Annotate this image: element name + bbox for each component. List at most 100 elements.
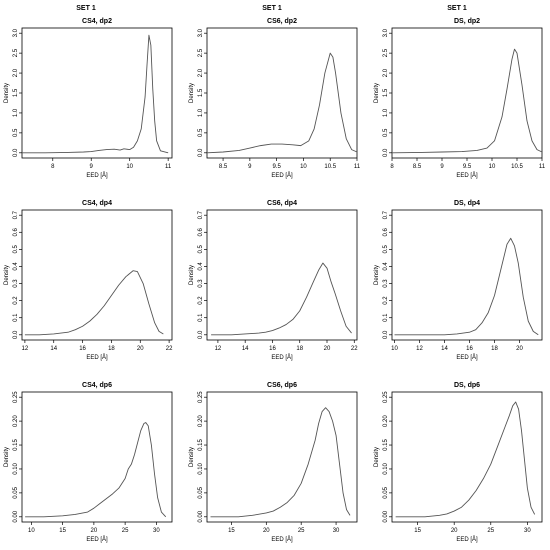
- x-axis-label: EED [Å]: [271, 354, 293, 361]
- x-tick-label: 10: [489, 164, 496, 170]
- x-tick-label: 30: [333, 528, 340, 534]
- y-tick-label: 0.00: [13, 510, 19, 522]
- panel-title: DS, dp2: [454, 18, 480, 25]
- y-axis-label: Density: [374, 83, 380, 103]
- y-tick-label: 3.0: [13, 28, 19, 37]
- y-tick-label: 0.15: [198, 439, 204, 451]
- y-tick-label: 1.0: [13, 108, 19, 117]
- density-curve: [206, 52, 358, 154]
- x-tick-label: 10: [300, 164, 307, 170]
- x-tick-label: 9: [90, 164, 94, 170]
- panel-title: CS4, dp2: [82, 18, 112, 25]
- x-tick-label: 20: [137, 346, 144, 352]
- x-tick-label: 12: [215, 346, 222, 352]
- plot-frame: [391, 27, 543, 159]
- y-tick-label: 1.0: [383, 108, 389, 117]
- x-tick-label: 11: [165, 164, 172, 170]
- x-tick-label: 25: [122, 528, 129, 534]
- x-tick-label: 16: [466, 346, 473, 352]
- x-tick-label: 30: [524, 528, 531, 534]
- x-tick-label: 20: [263, 528, 270, 534]
- y-axis-label: Density: [374, 265, 380, 285]
- y-tick-label: 0.5: [13, 128, 19, 137]
- x-tick-label: 20: [516, 346, 523, 352]
- x-tick-label: 18: [108, 346, 115, 352]
- y-tick-label: 0.20: [13, 415, 19, 427]
- y-tick-label: 2.5: [13, 48, 19, 57]
- plot-frame: [206, 27, 358, 159]
- y-tick-label: 0.0: [13, 330, 19, 339]
- y-tick-label: 0.6: [198, 227, 204, 236]
- x-tick-label: 9.5: [463, 164, 472, 170]
- x-tick-label: 9: [248, 164, 252, 170]
- x-tick-label: 18: [491, 346, 498, 352]
- set-label: SET 1: [262, 5, 282, 12]
- plot-frame: [206, 209, 358, 341]
- plot-frame: [21, 209, 173, 341]
- x-tick-label: 14: [441, 346, 448, 352]
- y-tick-label: 3.0: [198, 28, 204, 37]
- x-axis-label: EED [Å]: [271, 172, 293, 179]
- y-tick-label: 0.4: [383, 262, 389, 271]
- y-tick-label: 0.3: [383, 279, 389, 288]
- x-tick-label: 9: [440, 164, 444, 170]
- x-tick-label: 8.5: [413, 164, 422, 170]
- density-curve: [211, 262, 352, 336]
- y-axis-label: Density: [374, 447, 380, 467]
- y-tick-label: 0.10: [13, 462, 19, 474]
- x-tick-label: 20: [451, 528, 458, 534]
- x-tick-label: 16: [79, 346, 86, 352]
- y-tick-label: 0.0: [13, 148, 19, 157]
- y-tick-label: 0.5: [383, 128, 389, 137]
- panel-title: CS6, dp6: [267, 382, 297, 389]
- y-tick-label: 0.2: [383, 296, 389, 305]
- density-curve: [210, 407, 351, 518]
- x-tick-label: 11: [539, 164, 546, 170]
- x-tick-label: 15: [414, 528, 421, 534]
- y-tick-label: 0.7: [198, 210, 204, 219]
- density-curve: [22, 34, 169, 154]
- y-tick-label: 0.1: [383, 313, 389, 322]
- y-tick-label: 0.1: [13, 313, 19, 322]
- y-axis-label: Density: [189, 83, 195, 103]
- y-tick-label: 0.5: [198, 245, 204, 254]
- x-tick-label: 15: [59, 528, 66, 534]
- y-tick-label: 2.0: [13, 68, 19, 77]
- x-tick-label: 22: [166, 346, 173, 352]
- density-curve: [391, 48, 543, 154]
- y-axis-label: Density: [4, 447, 10, 467]
- y-tick-label: 0.7: [383, 210, 389, 219]
- density-curve: [25, 422, 167, 518]
- y-tick-label: 2.5: [198, 48, 204, 57]
- x-tick-label: 15: [228, 528, 235, 534]
- panel-title: CS6, dp2: [267, 18, 297, 25]
- y-tick-label: 0.0: [198, 330, 204, 339]
- x-tick-label: 12: [22, 346, 29, 352]
- panel-title: CS6, dp4: [267, 200, 297, 207]
- plot-frame: [21, 391, 173, 523]
- y-tick-label: 1.5: [198, 88, 204, 97]
- y-tick-label: 0.10: [198, 462, 204, 474]
- plot-frame: [391, 391, 543, 523]
- y-axis-label: Density: [4, 83, 10, 103]
- y-tick-label: 0.4: [198, 262, 204, 271]
- x-tick-label: 14: [50, 346, 57, 352]
- y-tick-label: 1.5: [13, 88, 19, 97]
- y-tick-label: 0.15: [383, 439, 389, 451]
- y-tick-label: 0.2: [13, 296, 19, 305]
- x-tick-label: 16: [269, 346, 276, 352]
- y-tick-label: 2.0: [383, 68, 389, 77]
- y-tick-label: 0.20: [198, 415, 204, 427]
- plot-frame: [21, 27, 173, 159]
- x-tick-label: 12: [416, 346, 423, 352]
- x-tick-label: 14: [242, 346, 249, 352]
- y-tick-label: 2.0: [198, 68, 204, 77]
- plot-frame: [206, 391, 358, 523]
- density-curve: [395, 401, 536, 518]
- x-tick-label: 18: [296, 346, 303, 352]
- y-tick-label: 0.25: [13, 391, 19, 403]
- y-tick-label: 0.05: [198, 486, 204, 498]
- y-tick-label: 0.15: [13, 439, 19, 451]
- y-tick-label: 1.5: [383, 88, 389, 97]
